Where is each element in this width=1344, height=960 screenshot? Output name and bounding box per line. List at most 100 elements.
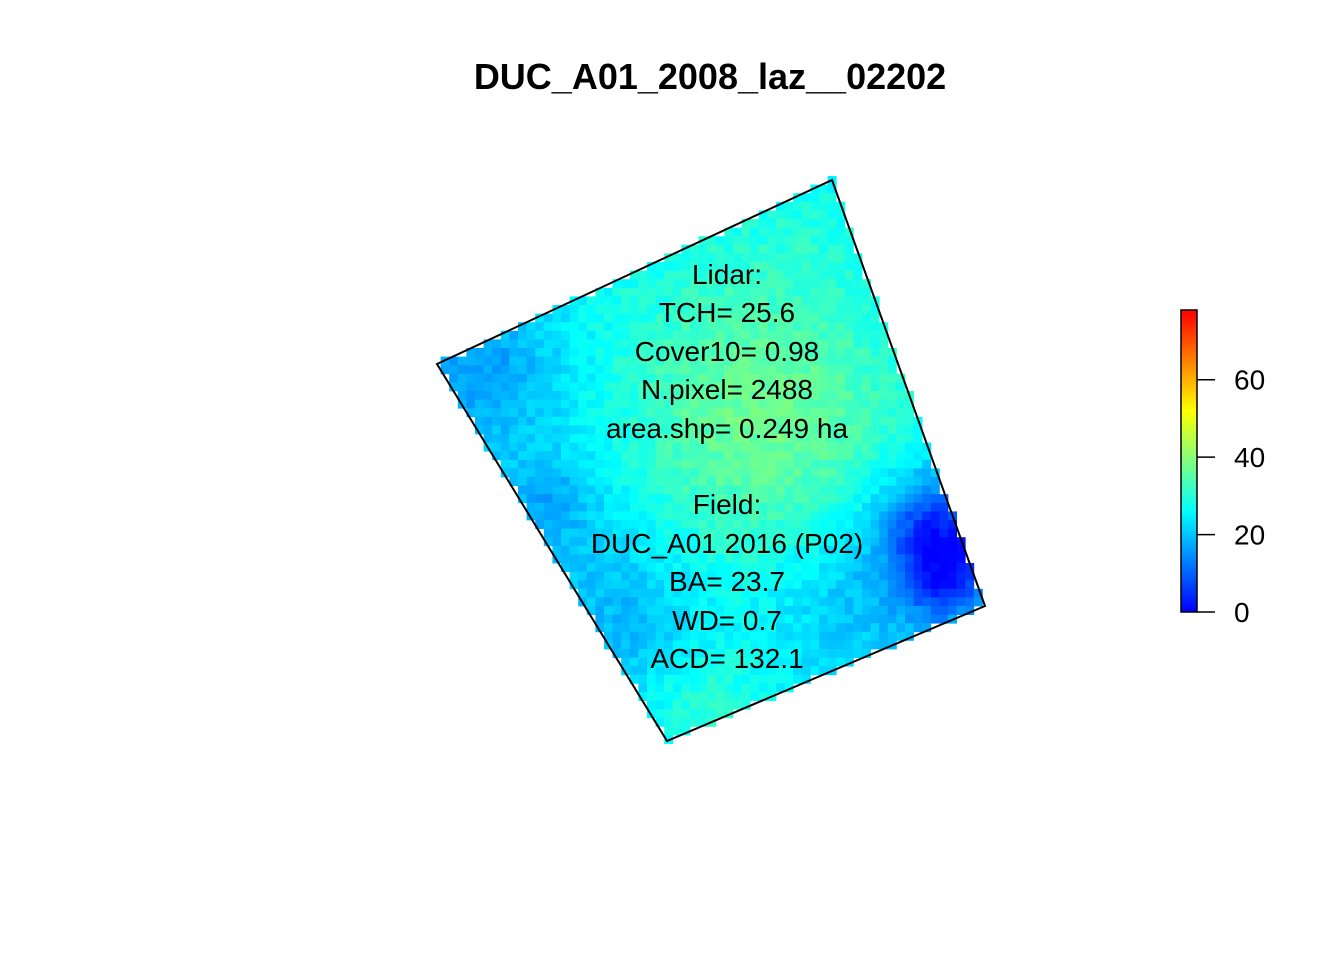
heatmap-cell (698, 313, 708, 323)
heatmap-cell (750, 339, 760, 349)
heatmap-cell (552, 382, 562, 392)
heatmap-cell (758, 451, 768, 461)
heatmap-cell (793, 425, 803, 435)
heatmap-cell (939, 597, 949, 607)
heatmap-cell (500, 459, 510, 469)
heatmap-cell (698, 287, 708, 297)
heatmap-cell (647, 588, 656, 598)
heatmap-cell (595, 537, 605, 547)
heatmap-cell (862, 511, 871, 521)
heatmap-cell (819, 528, 828, 538)
heatmap-cell (612, 459, 622, 469)
heatmap-cell (518, 485, 527, 495)
heatmap-cell (836, 588, 846, 598)
heatmap-cell (672, 287, 682, 297)
heatmap-cell (887, 425, 897, 435)
heatmap-cell (475, 425, 484, 435)
heatmap-cell (879, 451, 889, 461)
heatmap-cell (776, 391, 785, 400)
heatmap-cell (913, 537, 923, 547)
heatmap-cell (483, 339, 493, 349)
heatmap-cell (930, 494, 940, 504)
heatmap-cell (862, 399, 871, 409)
heatmap-cell (827, 451, 837, 461)
heatmap-cell (784, 425, 794, 435)
heatmap-cell (655, 494, 665, 504)
heatmap-cell (827, 201, 837, 211)
heatmap-cell (672, 485, 682, 495)
heatmap-cell (595, 571, 605, 581)
heatmap-cell (707, 399, 717, 409)
heatmap-cell (543, 391, 553, 400)
heatmap-cell (612, 399, 622, 409)
heatmap-cell (741, 270, 751, 280)
heatmap-cell (518, 408, 527, 418)
heatmap-cell (784, 511, 794, 521)
heatmap-cell (750, 313, 760, 323)
heatmap-cell (887, 511, 897, 521)
heatmap-cell (862, 348, 871, 357)
heatmap-cell (724, 399, 734, 409)
heatmap-cell (621, 382, 631, 392)
heatmap-cell (672, 468, 682, 478)
heatmap-cell (612, 485, 622, 495)
heatmap-cell (793, 640, 803, 650)
heatmap-cell (552, 468, 562, 478)
heatmap-cell (887, 528, 897, 538)
heatmap-cell (862, 631, 871, 641)
heatmap-cell (819, 649, 828, 658)
heatmap-cell (922, 537, 932, 547)
heatmap-cell (698, 485, 708, 495)
heatmap-cell (827, 287, 837, 297)
heatmap-cell (819, 494, 828, 504)
heatmap-cell (827, 468, 837, 478)
heatmap-cell (621, 434, 631, 443)
npixel-label: N.pixel= 2488 (640, 374, 813, 406)
heatmap-cell (758, 373, 768, 383)
heatmap-cell (887, 588, 897, 598)
heatmap-cell (819, 201, 828, 211)
heatmap-cell (664, 373, 674, 383)
heatmap-cell (655, 313, 665, 323)
heatmap-cell (844, 614, 854, 624)
heatmap-cell (750, 442, 760, 452)
heatmap-cell (956, 580, 966, 590)
heatmap-cell (681, 391, 691, 400)
heatmap-cell (887, 408, 897, 418)
heatmap-cell (819, 477, 828, 486)
heatmap-cell (604, 459, 613, 469)
heatmap-cell (604, 468, 613, 478)
heatmap-cell (741, 674, 751, 684)
heatmap-cell (741, 477, 751, 486)
heatmap-cell (638, 434, 648, 443)
heatmap-cell (638, 494, 648, 504)
heatmap-cell (612, 640, 622, 650)
colorbar-tick-label: 60 (1234, 365, 1265, 396)
heatmap-cell (896, 373, 906, 383)
heatmap-cell (810, 588, 820, 598)
heatmap-cell (862, 305, 871, 314)
heatmap-cell (647, 287, 656, 297)
heatmap-cell (543, 502, 553, 512)
heatmap-cell (801, 442, 811, 452)
heatmap-cell (862, 339, 871, 349)
heatmap-cell (638, 287, 648, 297)
heatmap-cell (870, 373, 880, 383)
heatmap-cell (638, 408, 648, 418)
heatmap-cell (664, 692, 674, 701)
heatmap-cell (698, 399, 708, 409)
heatmap-cell (758, 399, 768, 409)
heatmap-cell (801, 330, 811, 340)
heatmap-cell (913, 502, 923, 512)
heatmap-cell (612, 434, 622, 443)
heatmap-cell (612, 287, 622, 297)
heatmap-cell (664, 726, 674, 736)
heatmap-cell (905, 416, 914, 426)
heatmap-cell (715, 692, 725, 701)
heatmap-cell (629, 425, 639, 435)
heatmap-cell (741, 219, 751, 228)
heatmap-cell (655, 623, 665, 633)
heatmap-cell (621, 571, 631, 581)
heatmap-cell (733, 571, 742, 581)
heatmap-cell (810, 219, 820, 228)
